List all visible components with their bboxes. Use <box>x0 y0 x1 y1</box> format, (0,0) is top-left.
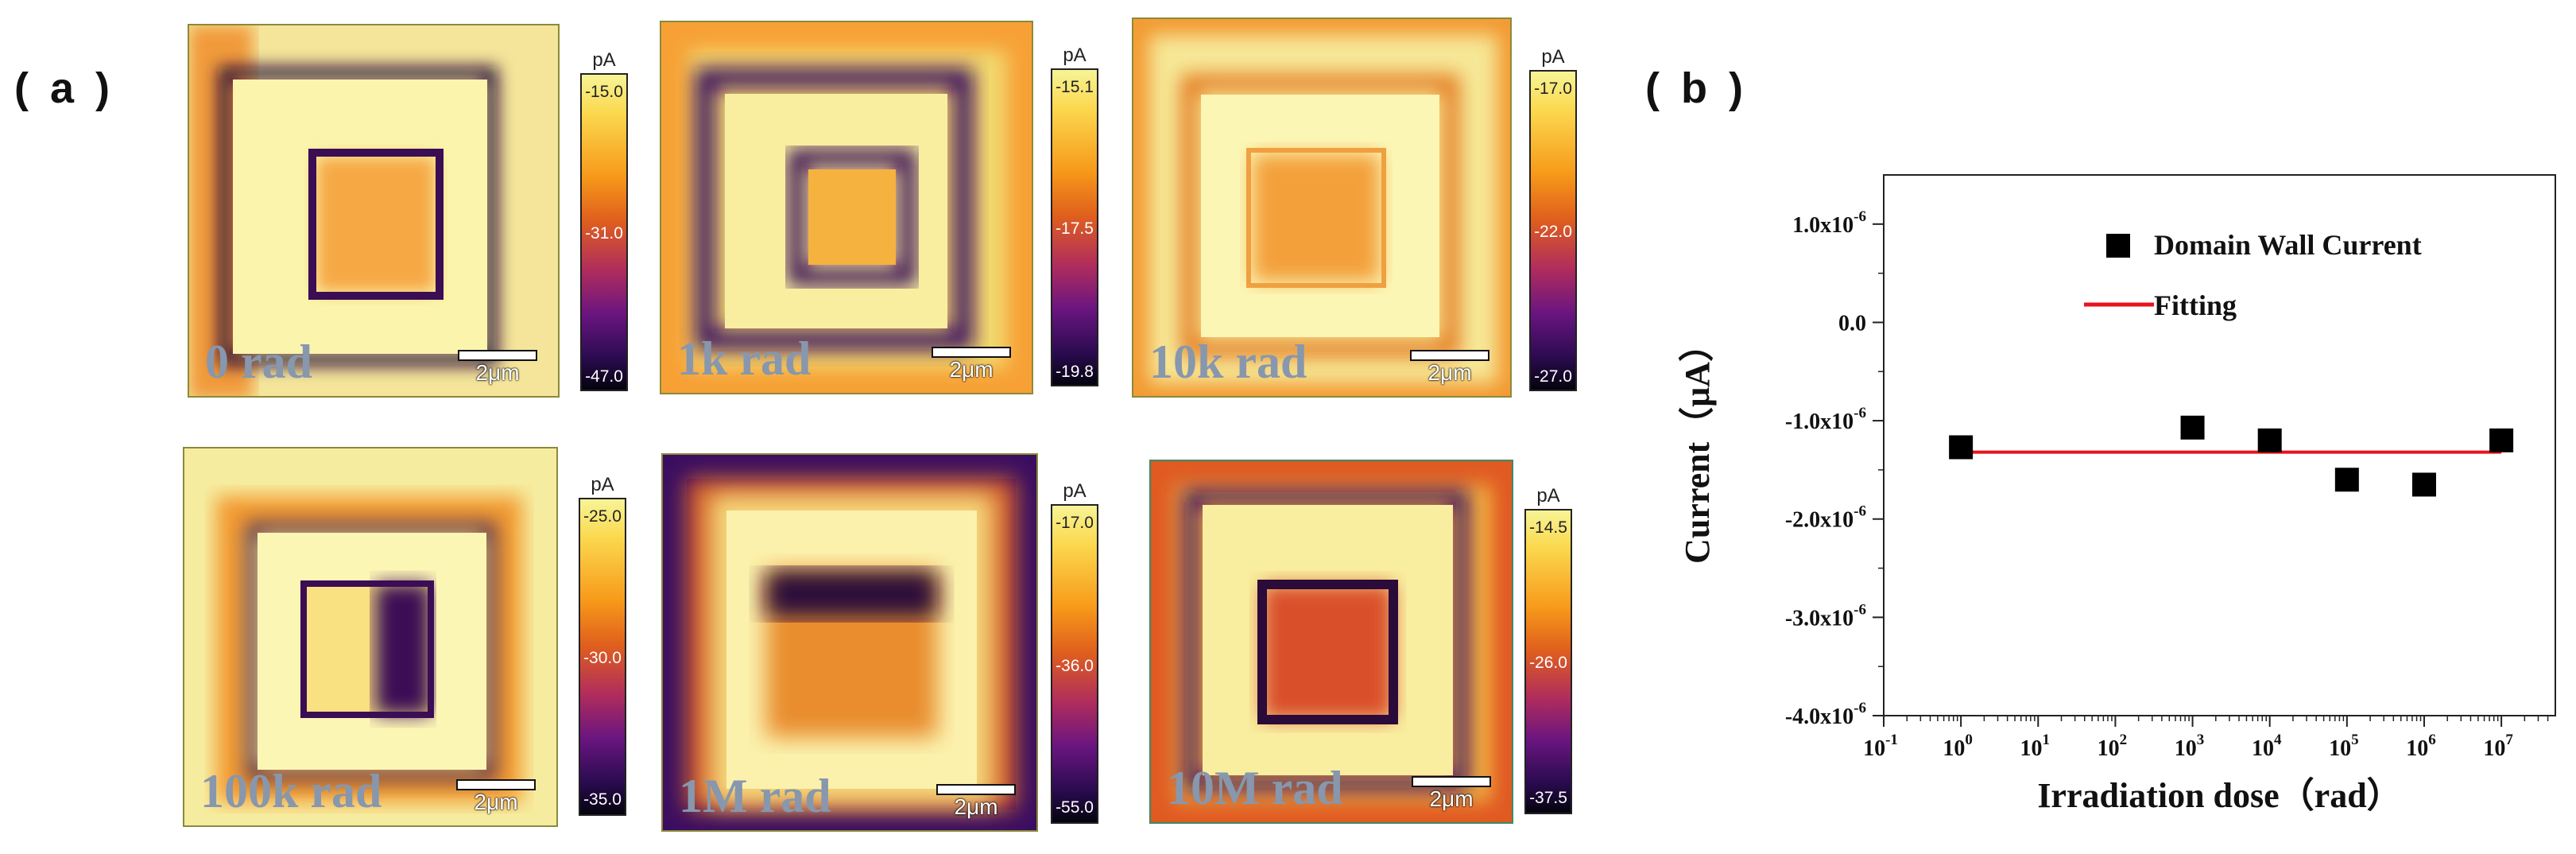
scale-bar: 2μm <box>932 347 1011 382</box>
colorbar <box>579 498 626 816</box>
scale-bar: 2μm <box>936 784 1016 819</box>
y-tick-label: 0.0 <box>1838 311 1866 336</box>
colorbar-unit: pA <box>1063 480 1087 502</box>
dose-current-chart: 10-1 100 101 102 103 104 105 106 107 1.0x10-6 0.0 -… <box>1678 174 2556 815</box>
colorbar-mid: -26.0 <box>1529 654 1567 672</box>
scale-label: 2μm <box>475 360 520 385</box>
panel-label-a: ( a ) <box>14 64 115 112</box>
colorbar-max: -15.1 <box>1056 78 1094 96</box>
colorbar-max: -25.0 <box>583 507 622 526</box>
x-tick-label: 10-1 <box>1863 732 1898 761</box>
data-point <box>1949 435 1974 460</box>
x-tick-label: 106 <box>2406 732 2436 761</box>
colorbar-min: -27.0 <box>1534 367 1572 386</box>
colorbar-unit: pA <box>1541 46 1565 68</box>
y-tick-label: -1.0x10-6 <box>1785 405 1866 434</box>
dose-label: 10M rad <box>1167 762 1343 814</box>
scale-bar: 2μm <box>456 779 536 814</box>
y-tick-label: -3.0x10-6 <box>1785 601 1866 631</box>
dose-label: 1k rad <box>677 332 812 385</box>
cafm-image <box>1133 19 1510 396</box>
scale-label: 2μm <box>1429 786 1474 811</box>
colorbar-mid: -31.0 <box>585 224 623 243</box>
colorbar-max: -17.0 <box>1534 80 1572 98</box>
data-point <box>2411 472 2436 497</box>
x-tick-label: 101 <box>2020 732 2051 761</box>
x-axis-label: Irradiation dose（rad） <box>2037 776 2401 815</box>
x-tick-label: 103 <box>2175 732 2205 761</box>
scale-label: 2μm <box>954 794 998 819</box>
colorbar-min: -55.0 <box>1056 798 1094 817</box>
scale-label: 2μm <box>1427 360 1472 385</box>
legend-marker-domain-wall <box>2106 234 2130 258</box>
data-point <box>2489 428 2514 452</box>
scale-bar: 2μm <box>1410 350 1489 385</box>
data-point <box>2334 468 2359 492</box>
colorbar <box>1524 509 1572 814</box>
colorbar-min: -19.8 <box>1056 363 1094 381</box>
cafm-image <box>1151 461 1512 822</box>
panel-label-b: ( b ) <box>1645 64 1748 112</box>
scale-label: 2μm <box>474 790 518 814</box>
x-tick-label: 100 <box>1943 732 1973 761</box>
data-point <box>2257 428 2282 452</box>
colorbar-mid: -22.0 <box>1534 223 1572 241</box>
cafm-map-10M: 10M rad 2μm <box>1149 460 1513 824</box>
colorbar-mid: -30.0 <box>583 649 622 667</box>
y-tick-label: -4.0x10-6 <box>1785 700 1866 729</box>
dose-label: 10k rad <box>1149 336 1307 388</box>
cafm-map-1k: 1k rad 2μm <box>660 21 1033 394</box>
colorbar <box>1529 70 1577 391</box>
legend-label-fitting: Fitting <box>2154 289 2237 321</box>
colorbar-min: -37.5 <box>1529 789 1567 807</box>
colorbar-unit: pA <box>592 49 616 71</box>
colorbar-unit: pA <box>1063 45 1087 66</box>
y-axis-label: Current（μA） <box>1678 327 1717 564</box>
x-tick-label: 105 <box>2329 732 2359 761</box>
colorbar <box>1051 68 1098 386</box>
colorbar-max: -17.0 <box>1056 514 1094 532</box>
colorbar-max: -15.0 <box>585 83 623 101</box>
x-tick-label: 102 <box>2098 732 2128 761</box>
cafm-map-100k: 100k rad 2μm <box>183 447 558 827</box>
cafm-map-10k: 10k rad 2μm <box>1132 17 1512 398</box>
dose-label: 1M rad <box>679 770 831 822</box>
legend-label-domain-wall: Domain Wall Current <box>2154 229 2422 261</box>
colorbar-unit: pA <box>1536 485 1560 507</box>
colorbar-min: -35.0 <box>583 790 622 809</box>
colorbar-unit: pA <box>591 474 614 495</box>
y-tick-label: 1.0x10-6 <box>1792 208 1866 238</box>
y-tick-label: -2.0x10-6 <box>1785 503 1866 533</box>
cafm-image <box>184 448 556 825</box>
colorbar-max: -14.5 <box>1529 518 1567 537</box>
plot-frame <box>1883 174 2556 716</box>
colorbar-mid: -17.5 <box>1056 219 1094 238</box>
x-tick-label: 104 <box>2252 732 2282 761</box>
colorbar-min: -47.0 <box>585 367 623 386</box>
x-tick-label: 107 <box>2483 732 2513 761</box>
cafm-map-1M: 1M rad 2μm <box>661 453 1038 832</box>
scale-label: 2μm <box>949 357 994 382</box>
cafm-image <box>663 455 1036 830</box>
dose-label: 0 rad <box>205 336 312 388</box>
scale-bar: 2μm <box>458 350 537 385</box>
colorbar <box>1051 504 1098 824</box>
cafm-image <box>189 25 558 396</box>
scale-bar: 2μm <box>1412 776 1491 811</box>
dose-label: 100k rad <box>200 765 382 817</box>
cafm-image <box>661 22 1032 393</box>
colorbar <box>580 73 628 391</box>
data-point <box>2180 415 2205 440</box>
colorbar-mid: -36.0 <box>1056 657 1094 675</box>
cafm-map-0: 0 rad 2μm <box>188 24 560 398</box>
